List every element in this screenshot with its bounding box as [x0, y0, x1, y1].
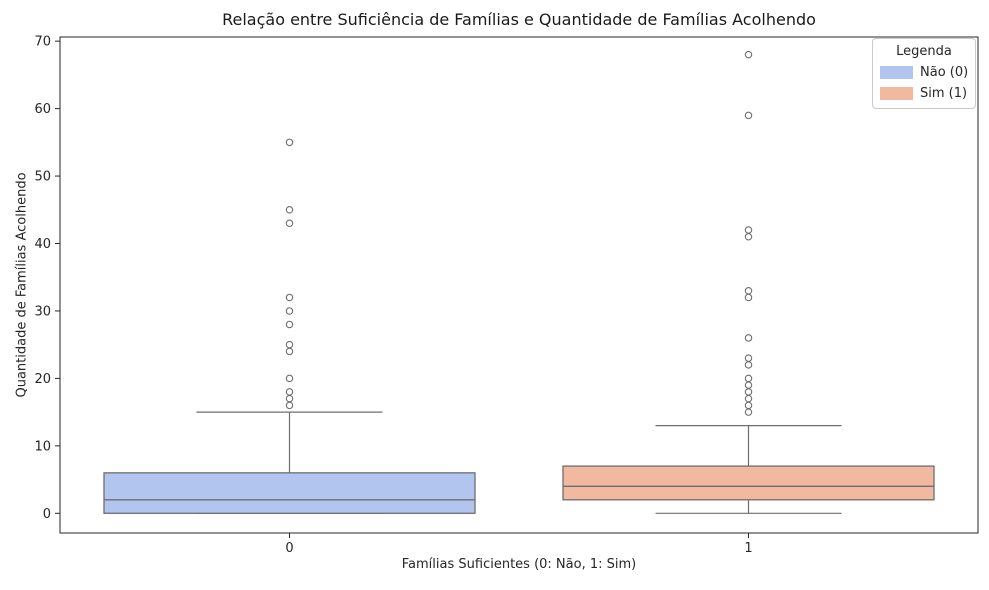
legend-entry-label: Não (0): [920, 65, 969, 80]
outlier-point: [285, 388, 294, 396]
outlier-point: [744, 111, 753, 120]
outlier-point: [285, 138, 294, 147]
axes-frame: [59, 36, 979, 534]
legend-entries: Não (0) Sim (1): [880, 65, 968, 101]
outlier-point: [285, 307, 294, 315]
outlier-point: [744, 408, 753, 416]
legend-title: Legenda: [896, 44, 952, 59]
outlier-point: [285, 340, 294, 349]
outlier-point: [285, 206, 294, 214]
outlier-point: [744, 233, 753, 241]
outlier-point: [744, 334, 753, 342]
x-tick-label: 0: [285, 541, 293, 556]
outlier-point: [285, 293, 294, 302]
legend-swatch: [880, 66, 913, 79]
chart-title: Relação entre Suficiência de Famílias e …: [222, 10, 816, 29]
x-axis-label: Famílias Suficientes (0: Não, 1: Sim): [401, 557, 637, 572]
y-tick-label: 0: [43, 507, 51, 522]
y-axis-label: Quantidade de Famílias Acolhendo: [14, 172, 30, 398]
outlier-point: [744, 361, 753, 369]
x-tick-label: 1: [744, 541, 752, 556]
outlier-point: [285, 219, 294, 228]
outlier-point: [744, 354, 753, 362]
outlier-point: [744, 226, 753, 234]
outlier-point: [285, 347, 294, 356]
outlier-point: [285, 394, 294, 403]
outlier-point: [285, 320, 294, 329]
outlier-point: [285, 401, 294, 410]
outlier-point: [744, 394, 753, 403]
legend-entry: Sim (1): [880, 86, 968, 101]
legend-entry: Não (0): [880, 65, 968, 80]
outlier-point: [744, 286, 753, 295]
y-tick-label: 40: [34, 237, 51, 252]
y-tick-label: 50: [34, 170, 51, 185]
outlier-point: [285, 374, 294, 383]
box-1: [562, 465, 935, 501]
y-tick-label: 30: [34, 304, 51, 319]
outlier-point: [744, 374, 753, 383]
y-tick-label: 20: [34, 372, 51, 387]
legend: Legenda Não (0) Sim (1): [872, 38, 976, 109]
box-0: [103, 472, 476, 514]
outlier-point: [744, 50, 753, 59]
outlier-point: [744, 381, 753, 389]
y-tick-label: 10: [34, 439, 51, 454]
legend-swatch: [880, 87, 913, 100]
outlier-point: [744, 388, 753, 396]
y-tick-label: 70: [34, 35, 51, 50]
outlier-point: [744, 293, 753, 302]
legend-entry-label: Sim (1): [920, 86, 968, 101]
outlier-point: [744, 401, 753, 410]
y-tick-label: 60: [34, 102, 51, 117]
